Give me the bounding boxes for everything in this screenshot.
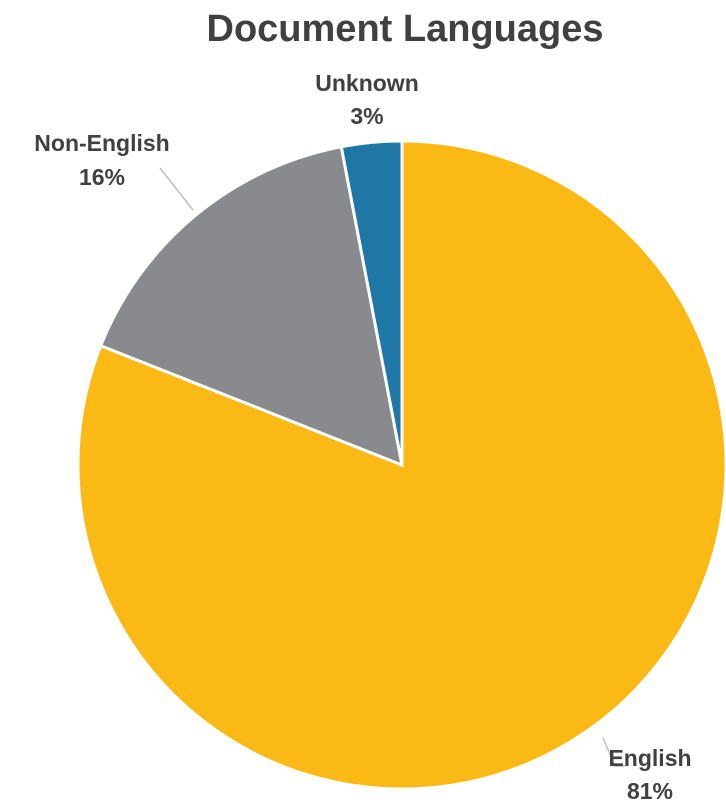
pie-slices (76, 139, 726, 791)
slice-label-name: English (608, 745, 691, 771)
slice-label-value: 81% (627, 778, 673, 804)
slice-label-value: 3% (350, 103, 383, 129)
slice-label-value: 16% (79, 164, 125, 190)
leader-line-non-english (159, 167, 194, 211)
leader-lines (159, 167, 625, 767)
slice-label-name: Non-English (34, 130, 169, 156)
pie-slice-unknown (339, 139, 404, 466)
pie-slice-non-english (98, 144, 404, 468)
chart-title: Document Languages (207, 8, 604, 50)
slice-label-name: Unknown (315, 70, 419, 96)
leader-line-english (602, 737, 625, 767)
slice-labels: English 81% Non-English 16% Unknown 3% (34, 70, 691, 804)
